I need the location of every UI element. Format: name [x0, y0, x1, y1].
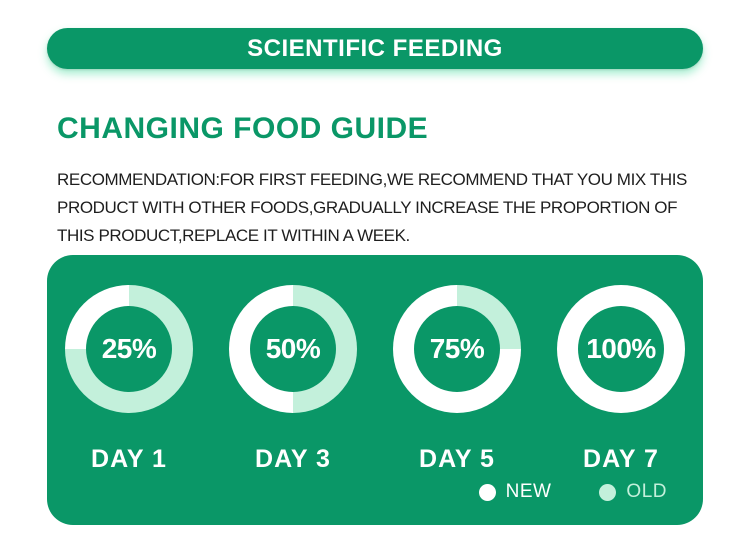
legend-dot-old-icon — [599, 483, 617, 501]
donut-charts-row: 25% DAY 1 50% DAY 3 75% DAY 5 100% DAY 7 — [47, 285, 703, 474]
donut-ring: 100% — [557, 285, 685, 413]
donut-percent-label: 100% — [586, 333, 656, 364]
legend-item-old: OLD — [599, 481, 667, 503]
section-heading: CHANGING FOOD GUIDE — [57, 112, 429, 145]
day-label: DAY 1 — [91, 445, 167, 473]
day-label: DAY 7 — [583, 445, 659, 473]
donut-ring: 50% — [229, 285, 357, 413]
donut-hole: 75% — [414, 306, 500, 392]
recommendation-text: RECOMMENDATION:FOR FIRST FEEDING,WE RECO… — [57, 166, 717, 250]
chart-panel: 25% DAY 1 50% DAY 3 75% DAY 5 100% DAY 7 NEW OLD — [47, 255, 703, 525]
legend-item-new: NEW — [478, 481, 552, 503]
donut-chart-day-5: 75% DAY 5 — [375, 285, 539, 474]
donut-chart-day-1: 25% DAY 1 — [47, 285, 211, 474]
banner: SCIENTIFIC FEEDING — [47, 28, 703, 69]
donut-chart-day-3: 50% DAY 3 — [211, 285, 375, 474]
legend-dot-new-icon — [478, 483, 496, 501]
chart-legend: NEW OLD — [478, 481, 667, 503]
donut-percent-label: 75% — [429, 333, 485, 364]
donut-hole: 100% — [578, 306, 664, 392]
donut-ring: 75% — [393, 285, 521, 413]
recommendation-line: PRODUCT WITH OTHER FOODS,GRADUALLY INCRE… — [57, 198, 678, 217]
legend-label: OLD — [626, 481, 667, 502]
donut-chart-day-7: 100% DAY 7 — [539, 285, 703, 474]
donut-percent-label: 50% — [265, 333, 321, 364]
day-label: DAY 3 — [255, 445, 331, 473]
donut-hole: 25% — [86, 306, 172, 392]
day-label: DAY 5 — [419, 445, 495, 473]
recommendation-line: RECOMMENDATION:FOR FIRST FEEDING,WE RECO… — [57, 170, 687, 189]
banner-title: SCIENTIFIC FEEDING — [247, 34, 503, 62]
donut-percent-label: 25% — [101, 333, 157, 364]
donut-ring: 25% — [65, 285, 193, 413]
donut-hole: 50% — [250, 306, 336, 392]
recommendation-line: THIS PRODUCT,REPLACE IT WITHIN A WEEK. — [57, 226, 410, 245]
legend-label: NEW — [505, 481, 552, 502]
